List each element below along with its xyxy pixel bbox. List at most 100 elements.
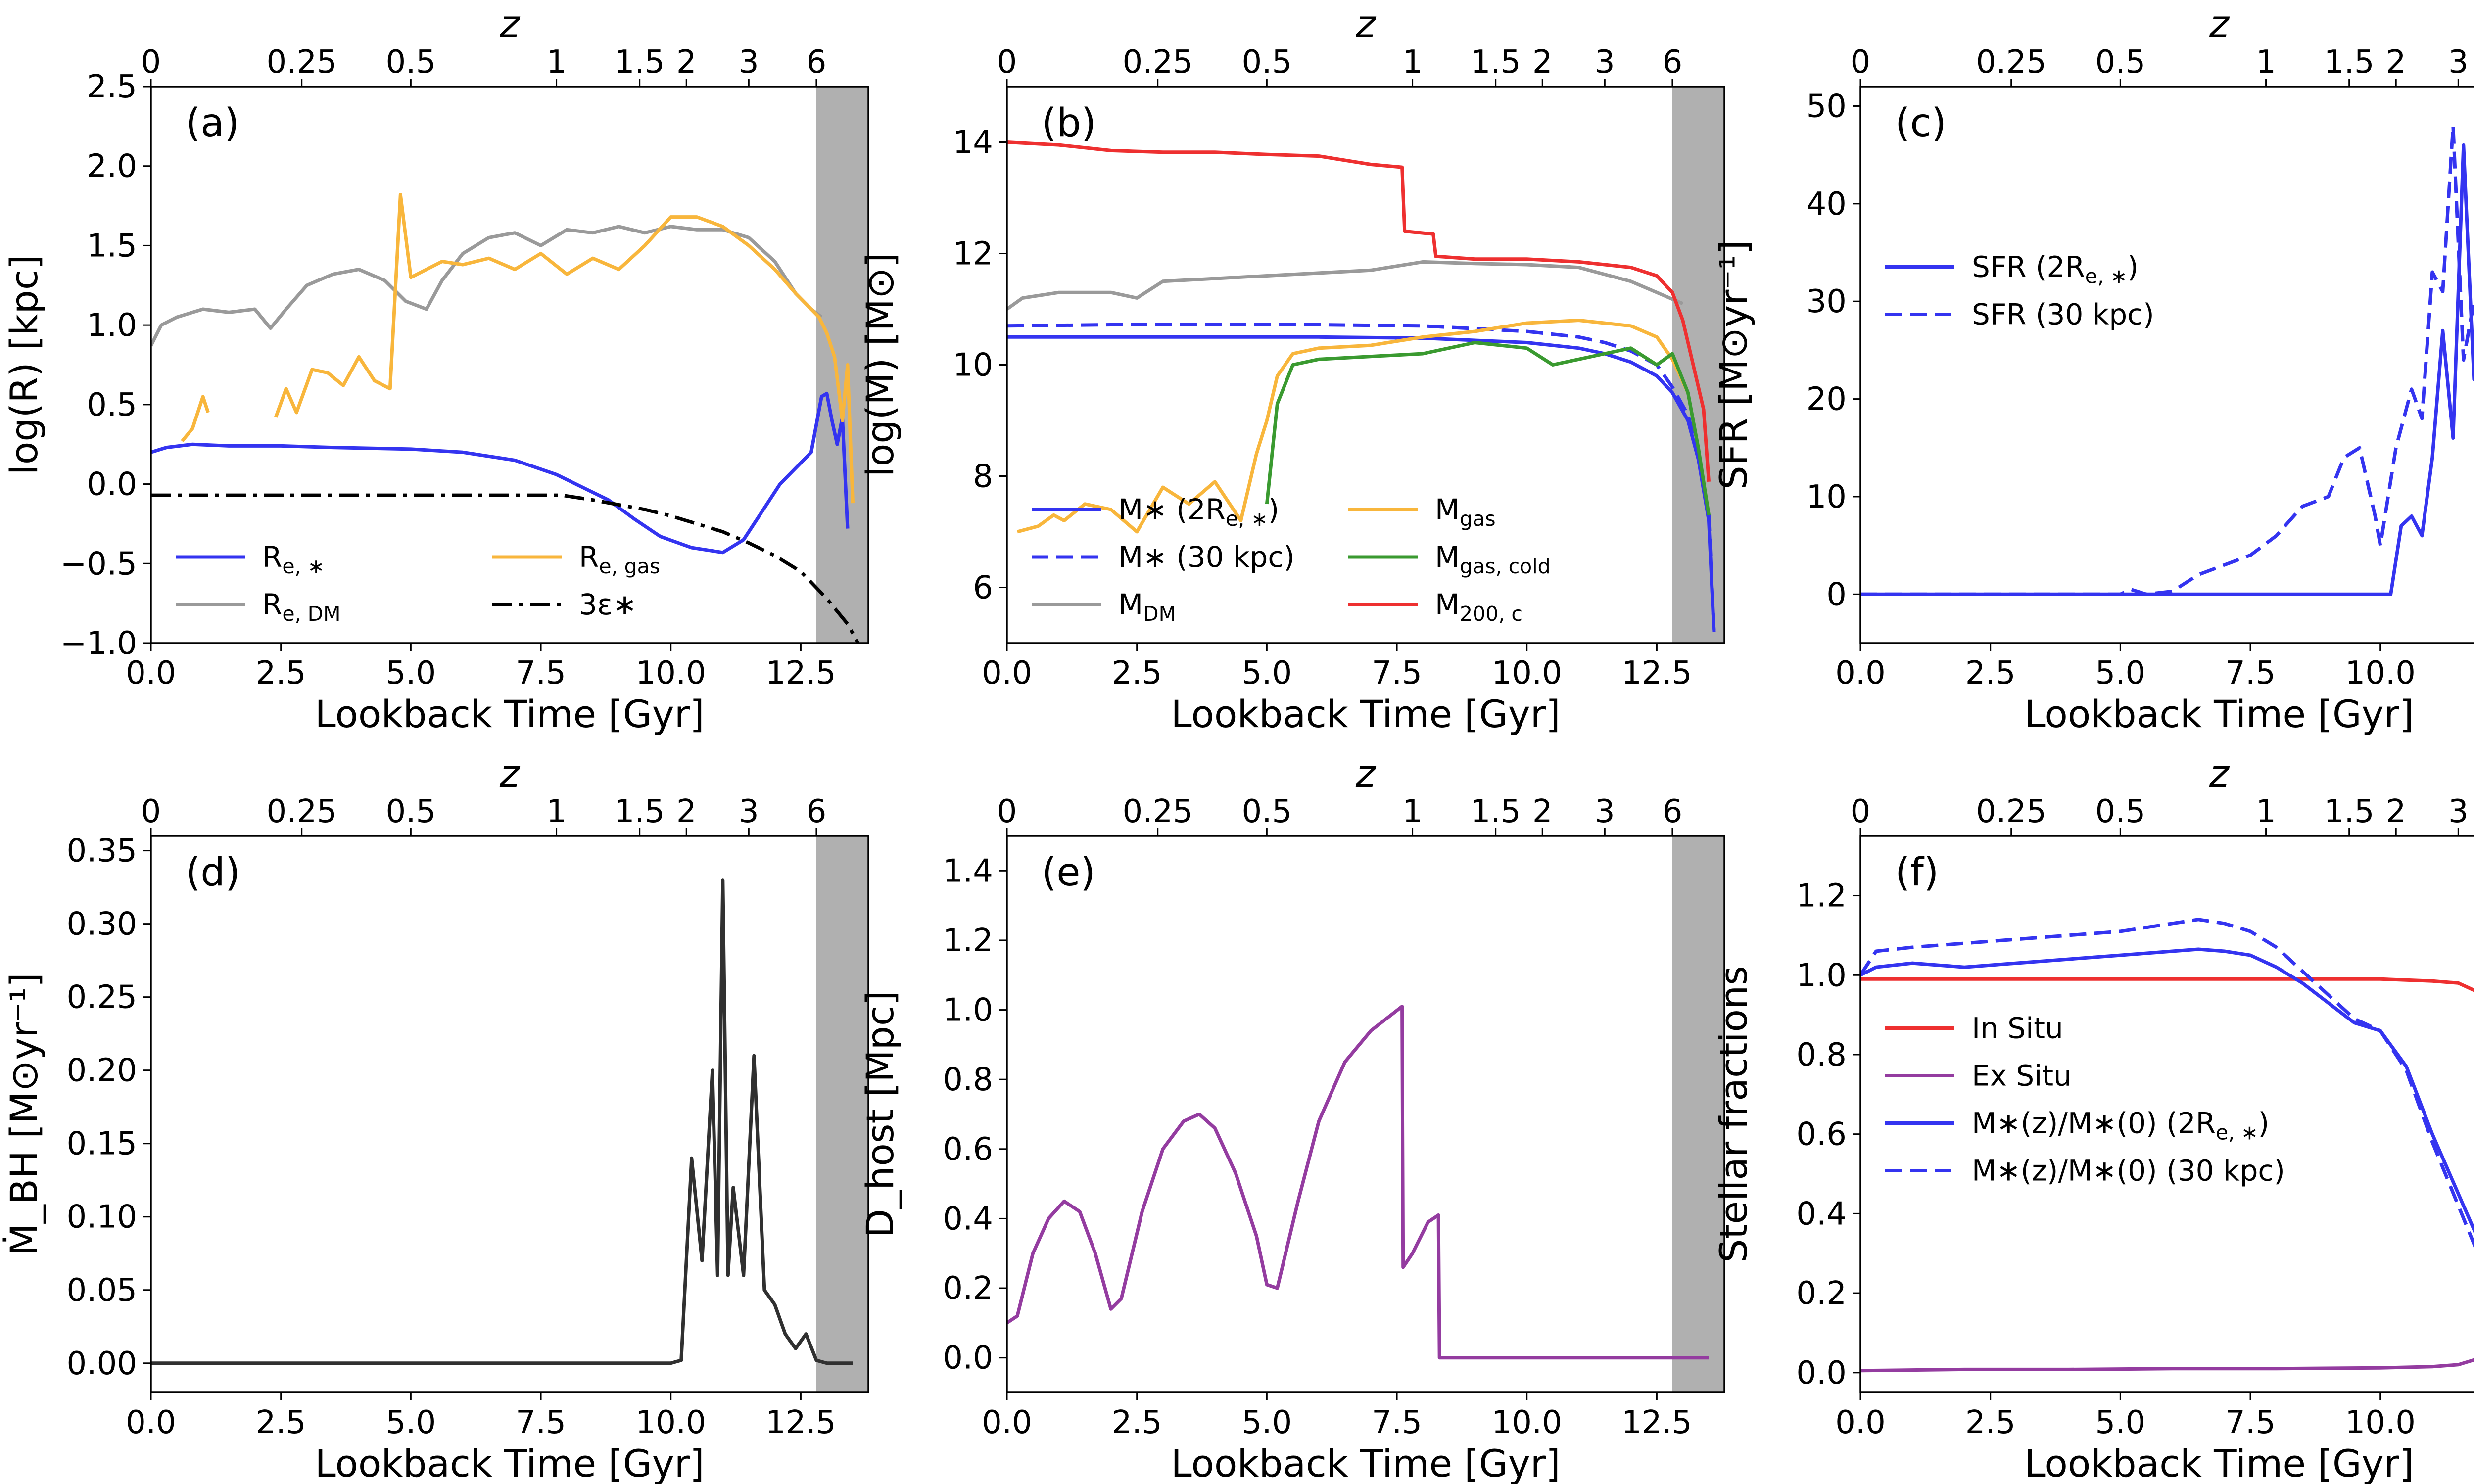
panel-2: 0.0 2.5 5.0 7.5 10.0 12.5 0 0.25 0.5 1 1.5 2 3 6 Lookb… bbox=[858, 2, 1725, 736]
y-tick-label: 10 bbox=[953, 347, 993, 384]
y-axis-label: log(R) [kpc] bbox=[2, 255, 46, 475]
panel-label: (a) bbox=[186, 101, 239, 145]
x-tick-label: 5.0 bbox=[1241, 655, 1292, 692]
x-tick-label: 10.0 bbox=[1491, 655, 1562, 692]
x-tick-label: 5.0 bbox=[2095, 655, 2145, 692]
top-tick-label: 0 bbox=[997, 793, 1017, 830]
top-tick-label: 3 bbox=[1595, 44, 1615, 81]
legend-label: M∗(z)/M∗(0) (2Re, ∗) bbox=[1972, 1107, 2269, 1145]
y-tick-label: 0.15 bbox=[67, 1126, 138, 1162]
legend-label: SFR (30 kpc) bbox=[1972, 298, 2154, 331]
panel-3: 0.02.55.07.510.012.500.250.511.5236Lookb… bbox=[1712, 2, 2474, 736]
x-tick-label: 5.0 bbox=[385, 1404, 436, 1441]
x-tick-label: 7.5 bbox=[516, 1404, 566, 1441]
x-tick-label: 2.5 bbox=[1112, 655, 1162, 692]
series-line bbox=[151, 391, 850, 555]
series-line bbox=[1860, 918, 2474, 1249]
y-tick-label: 14 bbox=[953, 125, 993, 161]
x-tick-label: 7.5 bbox=[1372, 1404, 1422, 1441]
top-tick-label: 2 bbox=[2386, 793, 2406, 830]
legend-label: M200, c bbox=[1435, 588, 1522, 626]
y-tick-label: 0.4 bbox=[1796, 1196, 1847, 1232]
top-tick-label: 0 bbox=[141, 793, 161, 830]
panel-label: (c) bbox=[1895, 101, 1947, 145]
y-tick-label: 0.0 bbox=[1796, 1355, 1847, 1391]
top-tick-label: 3 bbox=[739, 793, 759, 830]
series-line bbox=[1007, 260, 1684, 311]
x-tick-label: 0.0 bbox=[982, 1404, 1032, 1441]
x-tick-label: 0.0 bbox=[126, 1404, 176, 1441]
y-tick-label: 1.0 bbox=[943, 992, 993, 1029]
top-tick-label: 1.5 bbox=[2324, 44, 2375, 81]
y-tick-label: 0.00 bbox=[67, 1345, 138, 1382]
x-tick-label: 10.0 bbox=[1491, 1404, 1562, 1441]
y-tick-label: 0.10 bbox=[67, 1199, 138, 1236]
y-tick-label: 0.4 bbox=[943, 1201, 993, 1237]
panel-label: (b) bbox=[1042, 101, 1096, 145]
top-tick-label: 3 bbox=[1595, 793, 1615, 830]
series-line bbox=[1007, 1005, 1709, 1360]
top-tick-label: 2 bbox=[1532, 793, 1553, 830]
legend-label: MDM bbox=[1118, 588, 1176, 626]
x-tick-label: 2.5 bbox=[1112, 1404, 1162, 1441]
y-tick-label: 0.5 bbox=[87, 387, 137, 423]
panel-label: (d) bbox=[186, 850, 240, 895]
x-tick-label: 7.5 bbox=[516, 655, 566, 692]
y-axis-label: D_host [Mpc] bbox=[858, 991, 902, 1238]
x-tick-label: 2.5 bbox=[1965, 1404, 2016, 1441]
x-tick-label: 0.0 bbox=[126, 655, 176, 692]
top-tick-label: 0.5 bbox=[1241, 793, 1292, 830]
series-line bbox=[1007, 335, 1716, 632]
top-tick-label: 3 bbox=[2448, 44, 2469, 81]
x-tick-label: 7.5 bbox=[2225, 655, 2276, 692]
legend-label: SFR (2Re, ∗) bbox=[1972, 250, 2139, 288]
shaded-region bbox=[1672, 87, 1724, 643]
y-tick-label: −1.0 bbox=[60, 625, 137, 662]
top-tick-label: 6 bbox=[1663, 44, 1683, 81]
top-tick-label: 2 bbox=[1532, 44, 1553, 81]
x-tick-label: 10.0 bbox=[2345, 1404, 2416, 1441]
y-tick-label: 0.35 bbox=[67, 833, 138, 870]
top-axis-label: z bbox=[1355, 2, 1377, 46]
panel-5: 0.0 2.5 5.0 7.5 10.0 12.5 0 0.25 0.5 1 1.5 2 3 6 Lookb… bbox=[858, 751, 1725, 1484]
x-tick-label: 10.0 bbox=[2345, 655, 2416, 692]
top-tick-label: 0 bbox=[141, 44, 161, 81]
top-tick-label: 6 bbox=[807, 44, 827, 81]
plot-frame bbox=[150, 835, 869, 1393]
x-tick-label: 12.5 bbox=[1621, 655, 1692, 692]
legend-label: Ex Situ bbox=[1972, 1059, 2072, 1093]
x-tick-label: 5.0 bbox=[1241, 1404, 1292, 1441]
y-tick-label: 2.0 bbox=[87, 148, 137, 185]
top-tick-label: 2 bbox=[676, 793, 697, 830]
x-tick-label: 5.0 bbox=[385, 655, 436, 692]
top-tick-label: 2 bbox=[2386, 44, 2406, 81]
y-tick-label: 1.2 bbox=[1796, 878, 1847, 915]
y-tick-label: 1.0 bbox=[87, 307, 137, 344]
series-line bbox=[1007, 140, 1711, 482]
y-tick-label: 2.5 bbox=[87, 69, 137, 105]
y-tick-label: −0.5 bbox=[60, 546, 137, 582]
y-tick-label: 1.5 bbox=[87, 228, 137, 264]
y-tick-label: 12 bbox=[953, 236, 993, 273]
x-tick-label: 7.5 bbox=[2225, 1404, 2276, 1441]
y-tick-label: 0.8 bbox=[1796, 1037, 1847, 1073]
legend-label: Mgas bbox=[1435, 493, 1496, 531]
top-tick-label: 0 bbox=[1851, 793, 1871, 830]
top-axis-label: z bbox=[499, 751, 521, 795]
top-axis-label: z bbox=[1355, 751, 1377, 795]
y-tick-label: 1.2 bbox=[943, 923, 993, 959]
top-tick-label: 1.5 bbox=[615, 44, 665, 81]
x-tick-label: 10.0 bbox=[635, 1404, 706, 1441]
x-axis-label: Lookback Time [Gyr] bbox=[2024, 1441, 2414, 1484]
y-tick-label: 0.2 bbox=[943, 1270, 993, 1307]
x-axis-label: Lookback Time [Gyr] bbox=[2024, 692, 2414, 736]
top-tick-label: 6 bbox=[807, 793, 827, 830]
top-tick-label: 6 bbox=[1663, 793, 1683, 830]
series-line bbox=[1860, 947, 2474, 1234]
top-tick-label: 2 bbox=[676, 44, 697, 81]
y-tick-label: 6 bbox=[973, 570, 993, 606]
series-line bbox=[1860, 124, 2474, 596]
y-tick-label: 0.05 bbox=[67, 1272, 138, 1309]
y-tick-label: 0.8 bbox=[943, 1062, 993, 1098]
x-tick-label: 2.5 bbox=[1965, 655, 2016, 692]
